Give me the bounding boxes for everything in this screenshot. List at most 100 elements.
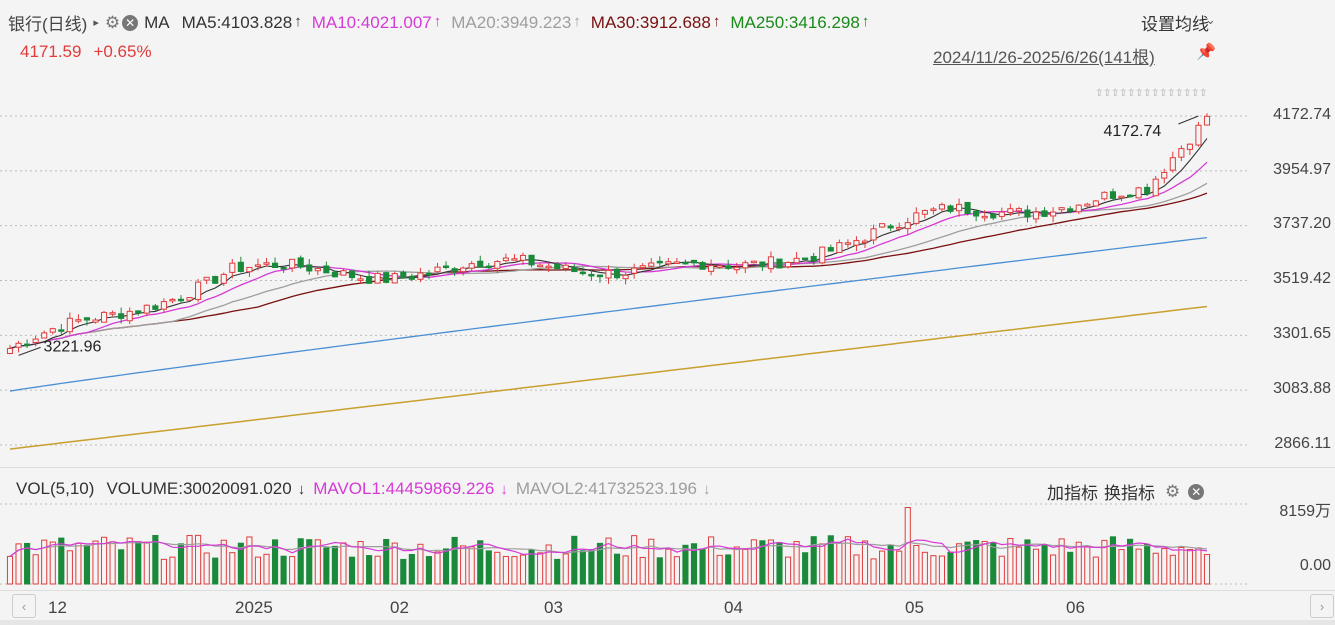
event-marker[interactable]: ⇧ [1191, 88, 1199, 99]
candle-body [323, 265, 330, 274]
vol-label[interactable]: VOL(5,10) [16, 479, 95, 498]
candle-body [331, 271, 338, 278]
volume-bar [682, 544, 689, 585]
volume-bar [485, 550, 492, 585]
candle-body [383, 272, 390, 283]
volume-bar [280, 555, 287, 585]
candle-body [708, 265, 715, 272]
candle-body [879, 223, 886, 228]
pin-icon[interactable]: 📌 [1196, 44, 1216, 61]
chart-title[interactable]: 银行(日线) [8, 15, 88, 34]
candle-body [1032, 211, 1040, 220]
event-marker[interactable]: ⇧ [1159, 88, 1167, 99]
ma120-line [9, 236, 1208, 392]
candle-body [947, 205, 954, 212]
event-marker[interactable]: ⇧ [1103, 88, 1111, 99]
scroll-right-icon[interactable]: › [1310, 594, 1334, 618]
volume-bar [1101, 539, 1108, 585]
volume-bar [776, 542, 783, 585]
volume-bar [434, 551, 441, 585]
price-tick-4: 3301.65 [1273, 325, 1331, 342]
title-dropdown-icon[interactable]: ▸ [93, 17, 99, 29]
candle-body [1007, 208, 1014, 213]
volume-bar [537, 552, 544, 585]
candle-body [1024, 209, 1031, 218]
candle-body [177, 298, 185, 302]
candle-body [1144, 186, 1151, 195]
panel-divider [0, 467, 1335, 468]
volume-bar [1118, 549, 1125, 585]
event-marker[interactable]: ⇧ [1167, 88, 1175, 99]
candle-body [400, 271, 407, 279]
candle-body [1118, 195, 1125, 199]
ma-arrow-2: ↑ [573, 12, 581, 30]
volume-bar [819, 543, 826, 585]
candle-body [981, 215, 988, 219]
volume-bar [511, 556, 518, 585]
scrollbar-track[interactable] [0, 620, 1335, 625]
gear-icon[interactable]: ⚙ [104, 12, 121, 32]
date-range[interactable]: 2024/11/26-2025/6/26(141根) [933, 43, 1161, 68]
candle-body [896, 226, 903, 230]
candle-body [631, 267, 638, 274]
event-marker[interactable]: ⇧ [1095, 88, 1103, 99]
add-indicator-button[interactable]: 加指标 [1047, 484, 1098, 503]
volume-bar [340, 542, 347, 585]
candle-body [494, 261, 501, 269]
volume-bar [596, 542, 604, 585]
volume-bar [160, 558, 167, 585]
volume-bar [383, 538, 390, 585]
chevron-down-icon[interactable]: ⌄ [1205, 12, 1216, 27]
scroll-left-icon[interactable]: ‹ [12, 594, 36, 618]
volume-bar [1178, 547, 1185, 585]
volume-bar [579, 550, 586, 585]
volume-bar [562, 553, 569, 585]
candle-body [1084, 203, 1091, 207]
event-marker[interactable]: ⇧ [1151, 88, 1159, 99]
candle-body [673, 261, 680, 264]
candle-body [964, 201, 971, 214]
indicator-gear-icon[interactable]: ⚙ [1165, 481, 1181, 501]
candle-body [1109, 191, 1117, 199]
volume-chart[interactable] [0, 500, 1250, 585]
volume-bar [827, 535, 834, 585]
candle-body [742, 262, 749, 269]
ma-arrow-0: ↑ [294, 12, 302, 30]
event-marker[interactable]: ⇧ [1183, 88, 1191, 99]
volume-bar [1058, 538, 1065, 585]
candle-body [434, 266, 441, 273]
date-tick-2: 02 [390, 598, 409, 617]
close-icon[interactable]: ✕ [122, 14, 139, 31]
volume-bar [896, 550, 903, 585]
candle-body [15, 342, 22, 348]
volume-bar [212, 557, 219, 585]
candle-body [1015, 208, 1022, 212]
candle-body [836, 242, 843, 253]
volume-bar [1186, 548, 1193, 585]
volume-bar [203, 552, 210, 585]
event-marker[interactable]: ⇧ [1127, 88, 1135, 99]
candle-body [767, 256, 775, 270]
candle-body [690, 259, 698, 264]
ma-item-1: MA10:4021.007 [311, 12, 432, 32]
candle-body [314, 267, 321, 272]
candle-body [1092, 200, 1099, 207]
candle-body [1050, 211, 1057, 217]
switch-indicator-button[interactable]: 换指标 [1104, 484, 1155, 503]
volume-bar [263, 553, 270, 585]
event-marker[interactable]: ⇧ [1119, 88, 1127, 99]
event-marker[interactable]: ⇧ [1143, 88, 1151, 99]
settings-ma-button[interactable]: 设置均线 [1141, 10, 1215, 35]
volume-bar [1169, 554, 1176, 585]
volume-bar [143, 541, 150, 585]
event-marker[interactable]: ⇧ [1199, 88, 1207, 99]
volume-value: VOLUME:30020091.020 [106, 479, 292, 498]
volume-bar [904, 507, 911, 585]
event-marker[interactable]: ⇧ [1111, 88, 1119, 99]
volume-bar [41, 539, 48, 585]
event-marker[interactable]: ⇧ [1175, 88, 1183, 99]
candle-body [528, 254, 535, 266]
indicator-close-icon[interactable]: ✕ [1188, 483, 1205, 500]
event-marker[interactable]: ⇧ [1135, 88, 1143, 99]
